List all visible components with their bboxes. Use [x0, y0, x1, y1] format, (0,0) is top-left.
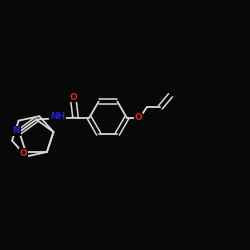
Text: O: O — [20, 149, 27, 158]
Text: O: O — [134, 113, 142, 122]
Text: O: O — [70, 92, 78, 102]
Text: NH: NH — [50, 112, 65, 121]
Text: N: N — [12, 126, 20, 135]
